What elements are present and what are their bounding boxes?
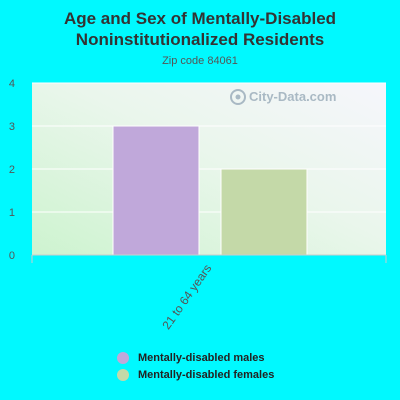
bars bbox=[112, 125, 308, 256]
y-tick-label: 2 bbox=[9, 164, 15, 176]
y-tick-label: 1 bbox=[9, 207, 15, 219]
y-axis: 0 1 2 3 4 bbox=[9, 78, 15, 262]
y-tick-label: 3 bbox=[9, 121, 15, 133]
legend-label-males: Mentally-disabled males bbox=[138, 352, 265, 364]
legend-swatch-males bbox=[117, 352, 129, 364]
legend-item-males: Mentally-disabled males bbox=[117, 350, 274, 366]
legend-label-females: Mentally-disabled females bbox=[138, 369, 275, 381]
y-tick-label: 4 bbox=[9, 78, 15, 90]
x-tick-label: 21 to 64 years bbox=[159, 262, 214, 332]
watermark-icon bbox=[230, 89, 246, 105]
y-tick-label: 0 bbox=[9, 250, 15, 262]
legend: Mentally-disabled males Mentally-disable… bbox=[117, 350, 274, 384]
watermark-text: City-Data.com bbox=[249, 89, 336, 104]
legend-swatch-females bbox=[117, 369, 129, 381]
x-axis: 21 to 64 years bbox=[31, 254, 387, 332]
bar-females bbox=[220, 168, 308, 256]
watermark: City-Data.com bbox=[230, 89, 336, 105]
chart-title-line-1: Age and Sex of Mentally-Disabled bbox=[63, 9, 337, 28]
chart-title: Age and Sex of Mentally-Disabled Noninst… bbox=[0, 8, 400, 50]
legend-item-females: Mentally-disabled females bbox=[117, 367, 274, 383]
bar-males bbox=[112, 125, 200, 256]
chart-subtitle: Zip code 84061 bbox=[162, 55, 238, 67]
chart-title-line-2: Noninstitutionalized Residents bbox=[75, 30, 325, 49]
